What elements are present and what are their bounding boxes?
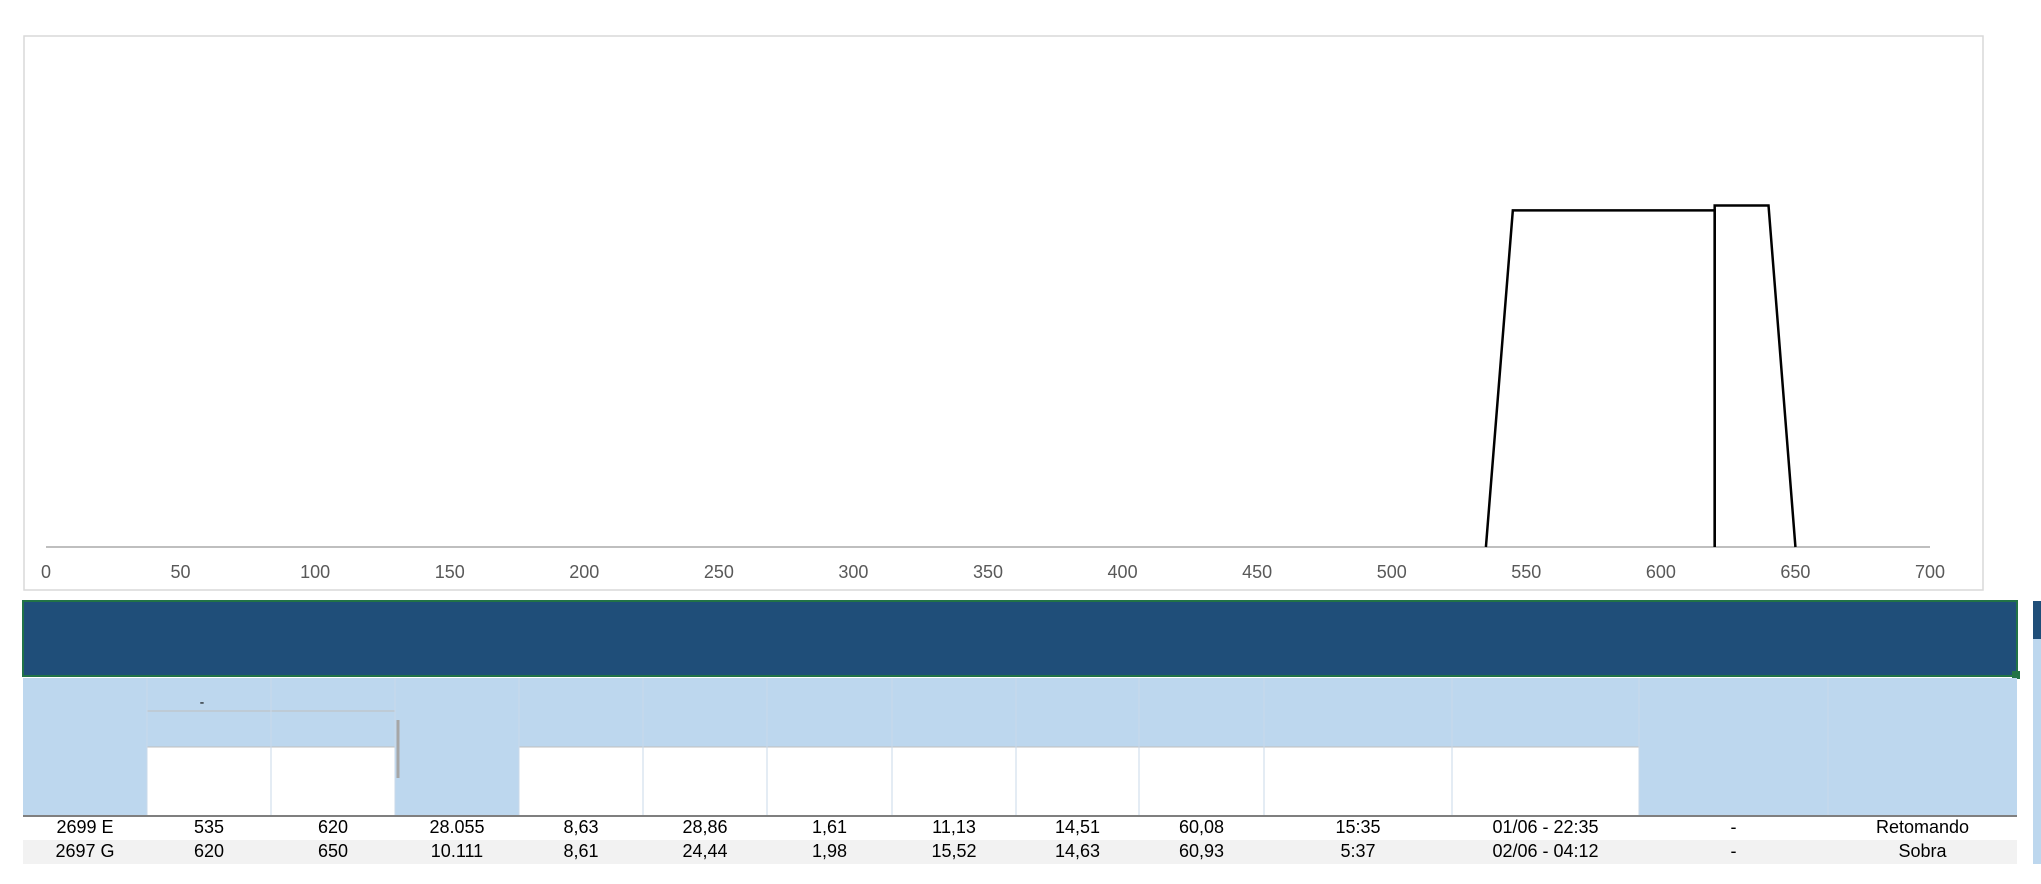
subheader: - [200,694,205,710]
cell: 10.111 [431,841,483,861]
cell: 2699 E [56,817,113,837]
cell: - [1731,817,1737,837]
cell: 15,52 [931,841,976,861]
next-sheet-edge [2033,601,2041,639]
cell: 24,44 [682,841,727,861]
cell: 1,61 [812,817,847,837]
selection-handle [2012,671,2020,679]
cell: 02/06 - 04:12 [1492,841,1598,861]
cell: 5:37 [1340,841,1375,861]
cell: 60,08 [1179,817,1224,837]
header-band[interactable] [22,600,2018,677]
cell: 14,63 [1055,841,1100,861]
cell: 1,98 [812,841,847,861]
x-tick-label: 400 [1108,562,1138,582]
x-tick-label: 300 [838,562,868,582]
header-cell [519,747,1639,816]
cell: 620 [194,841,224,861]
x-tick-label: 150 [435,562,465,582]
x-tick-label: 350 [973,562,1003,582]
cell: 28,86 [682,817,727,837]
cell: - [1731,841,1737,861]
x-tick-label: 200 [569,562,599,582]
x-tick-label: 650 [1780,562,1810,582]
chart-area [23,35,1984,591]
cell: 11,13 [932,817,976,837]
cell: 8,61 [563,841,598,861]
header-grid [146,678,1829,816]
shape-line [1713,204,1797,548]
x-tick-label: 100 [300,562,330,582]
x-tick-label: 50 [171,562,191,582]
x-tick-label: 700 [1915,562,1945,582]
x-tick-label: 0 [41,562,51,582]
cell: 14,51 [1055,817,1100,837]
next-sheet-edge [2033,639,2041,864]
cell: 620 [318,817,348,837]
x-tick-label: 250 [704,562,734,582]
cell: Sobra [1898,841,1947,861]
cell: 8,63 [563,817,598,837]
cell: 28.055 [429,817,484,837]
cell: 15:35 [1335,817,1380,837]
x-tick-label: 450 [1242,562,1272,582]
cell: 01/06 - 22:35 [1492,817,1598,837]
cell: 2697 G [55,841,114,861]
cell: 535 [194,817,224,837]
x-tick-label: 500 [1377,562,1407,582]
row-band [23,840,2017,864]
cell: 650 [318,841,348,861]
x-tick-label: 550 [1511,562,1541,582]
cell: 60,93 [1179,841,1224,861]
x-tick-label: 600 [1646,562,1676,582]
cell: Retomando [1876,817,1969,837]
